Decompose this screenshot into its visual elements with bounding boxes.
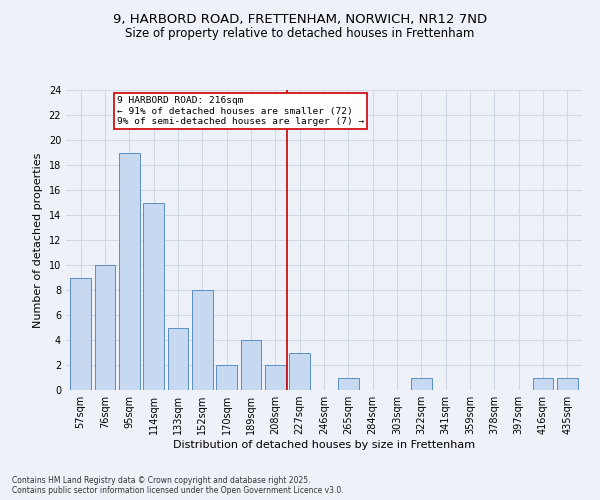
Bar: [95, 265, 115, 390]
Bar: [143, 202, 164, 390]
X-axis label: Distribution of detached houses by size in Frettenham: Distribution of detached houses by size …: [173, 440, 475, 450]
Bar: [192, 290, 212, 390]
Bar: [216, 365, 237, 390]
Bar: [70, 278, 91, 390]
Text: Size of property relative to detached houses in Frettenham: Size of property relative to detached ho…: [125, 28, 475, 40]
Text: 9, HARBORD ROAD, FRETTENHAM, NORWICH, NR12 7ND: 9, HARBORD ROAD, FRETTENHAM, NORWICH, NR…: [113, 12, 487, 26]
Bar: [265, 365, 286, 390]
Text: 9 HARBORD ROAD: 216sqm
← 91% of detached houses are smaller (72)
9% of semi-deta: 9 HARBORD ROAD: 216sqm ← 91% of detached…: [117, 96, 364, 126]
Bar: [241, 340, 262, 390]
Bar: [338, 378, 359, 390]
Bar: [119, 152, 140, 390]
Y-axis label: Number of detached properties: Number of detached properties: [33, 152, 43, 328]
Bar: [411, 378, 432, 390]
Bar: [289, 352, 310, 390]
Bar: [533, 378, 553, 390]
Bar: [167, 328, 188, 390]
Text: Contains HM Land Registry data © Crown copyright and database right 2025.
Contai: Contains HM Land Registry data © Crown c…: [12, 476, 344, 495]
Bar: [557, 378, 578, 390]
